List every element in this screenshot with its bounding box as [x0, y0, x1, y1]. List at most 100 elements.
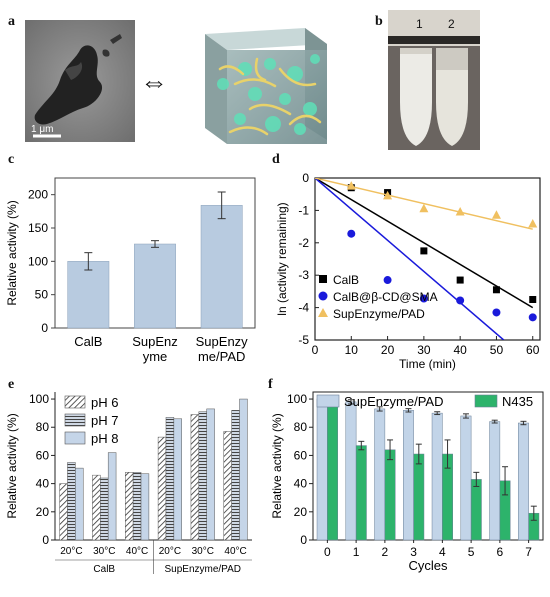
bar: [403, 410, 414, 541]
y-axis-label: Relative activity (%): [5, 413, 19, 518]
y-tick-label: -1: [298, 203, 309, 217]
y-tick-label: 100: [287, 392, 307, 406]
x-tick-label: 20: [381, 343, 395, 357]
x-tick-label: 0: [324, 545, 331, 559]
legend-swatch: [474, 394, 498, 408]
y-tick-label: 80: [294, 420, 308, 434]
data-point: [528, 219, 538, 228]
data-point: [456, 296, 465, 305]
bar: [198, 411, 207, 541]
legend-label: SupEnzyme/PAD: [344, 394, 443, 409]
bar: [173, 418, 182, 541]
bar-2: [200, 205, 243, 329]
supenzyme-cube-illustration: [205, 28, 327, 144]
bar: [140, 473, 150, 541]
legend-label: CalB: [333, 273, 359, 287]
x-tick-label: 10: [345, 343, 359, 357]
y-tick-label: 40: [294, 477, 308, 491]
fit-line-2: [315, 178, 533, 230]
y-tick-label: 100: [28, 254, 48, 268]
data-point: [420, 247, 428, 255]
x-tick-label: 1: [353, 545, 360, 559]
panel-label-f: f: [268, 377, 273, 392]
y-tick-label: 40: [36, 477, 50, 491]
y-tick-label: -3: [298, 268, 309, 282]
y-tick-label: 0: [300, 533, 307, 547]
y-tick-label: -2: [298, 236, 309, 250]
bar: [59, 483, 68, 541]
scale-bar-label: 1 μm: [31, 124, 53, 135]
data-point: [528, 313, 537, 322]
bar: [413, 453, 425, 541]
panel-label-d: d: [272, 152, 280, 167]
data-point: [456, 276, 464, 284]
bar: [92, 474, 101, 541]
group-label: CalB: [93, 564, 115, 575]
legend-marker: [319, 275, 327, 283]
x-tick-label: 6: [497, 545, 504, 559]
temperature-label: 20°C: [60, 546, 82, 557]
y-tick-label: 0: [42, 533, 49, 547]
x-tick-label: yme: [143, 349, 168, 364]
legend-label: pH 8: [91, 431, 118, 446]
data-point: [383, 190, 393, 200]
x-tick-label: 0: [312, 343, 319, 357]
bar: [67, 462, 76, 541]
y-tick-label: 200: [28, 188, 48, 202]
bar: [223, 431, 232, 541]
bar: [107, 452, 117, 541]
data-point: [419, 294, 428, 303]
bar: [345, 401, 357, 541]
x-axis-label: Time (min): [399, 357, 456, 371]
legend-label: SupEnzyme/PAD: [333, 307, 425, 321]
bar: [190, 414, 200, 541]
bar: [384, 449, 396, 541]
legend-swatch: [64, 413, 86, 427]
y-axis-label: ln (activity remaining): [275, 202, 289, 315]
bar: [132, 472, 142, 541]
plot-frame: [312, 391, 544, 541]
bar: [489, 421, 501, 541]
x-tick-label: me/PAD: [198, 349, 245, 364]
chart-c-relative-activity: 0 50 100 150 200 Relative activity (%) CalB Sup…: [5, 177, 256, 364]
y-tick-label: 50: [35, 288, 49, 302]
y-tick-label: 0: [41, 321, 48, 335]
y-tick-label: -5: [298, 333, 309, 347]
legend-label: CalB@β-CD@SMA: [333, 290, 438, 304]
temperature-label: 30°C: [93, 546, 115, 557]
bar: [165, 417, 175, 541]
y-tick-label: 60: [36, 448, 50, 462]
x-tick-label: CalB: [74, 334, 102, 349]
bar-1: [134, 243, 176, 329]
tube-label-1: 1: [416, 17, 423, 31]
data-point: [347, 229, 356, 238]
panel-label-a: a: [8, 14, 15, 29]
chart-e-ph-temperature: 0 20 40 60 80 100 Relative activity (%) 20°C 30°…: [5, 392, 252, 575]
legend-swatch: [316, 394, 340, 408]
fit-line-0: [315, 178, 534, 309]
bar: [327, 400, 338, 541]
legend-marker: [318, 308, 328, 317]
x-tick-label: SupEnz: [132, 334, 178, 349]
x-tick-label: 30: [417, 343, 431, 357]
legend-swatch: [64, 431, 86, 445]
plot-frame: [314, 177, 541, 341]
y-axis-label: Relative activity (%): [5, 200, 19, 305]
bar: [239, 398, 248, 541]
bidirectional-arrow-icon: ⇔: [140, 66, 168, 97]
temperature-label: 40°C: [126, 546, 148, 557]
bar: [431, 412, 443, 541]
group-label: SupEnzyme/PAD: [164, 564, 241, 575]
legend-label: N435: [502, 394, 533, 409]
x-tick-label: 7: [525, 545, 532, 559]
data-point: [529, 296, 537, 303]
temperature-label: 30°C: [192, 546, 214, 557]
y-tick-label: 80: [36, 420, 50, 434]
data-point: [455, 207, 465, 216]
y-tick-label: 0: [302, 171, 309, 185]
data-point: [346, 181, 356, 190]
legend-label: pH 6: [91, 395, 118, 410]
bar: [206, 408, 215, 541]
bar-0: [67, 261, 110, 329]
